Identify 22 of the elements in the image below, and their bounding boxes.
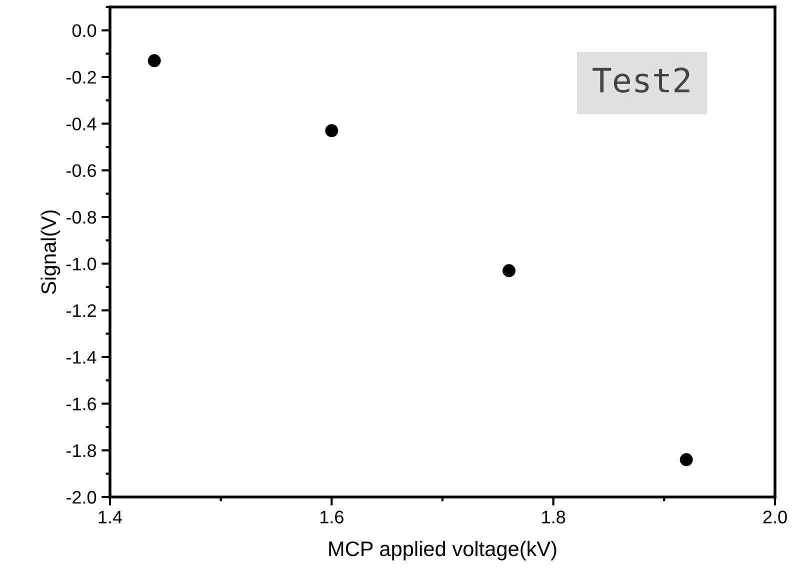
y-tick-label: -1.0 [66,258,96,270]
y-tick-label: -0.4 [66,118,96,130]
x-axis-title: MCP applied voltage(kV) [329,540,556,560]
point [325,124,338,138]
annotation: Test2 [592,67,690,93]
x-tick-label: 1.8 [542,510,566,524]
y-tick-label: -0.8 [66,210,96,224]
y-tick-label: -1.4 [66,351,96,364]
point [680,453,693,466]
y-tick-label: -2.0 [66,490,96,504]
y-tick-label: -1.2 [66,304,96,317]
point [148,54,161,68]
y-tick-label: -1.8 [66,444,96,458]
x-tick-label: 2.0 [763,510,787,524]
point [502,264,516,278]
y-tick-label: -1.6 [66,398,96,410]
y-tick-label: -0.6 [66,164,96,178]
y-tick-label: -0.2 [66,70,96,84]
x-tick-label: 1.4 [98,510,122,524]
y-axis-title: Signal(V) [40,210,60,294]
y-tick-label: 0.0 [72,24,96,38]
x-tick-label: 1.6 [320,510,344,524]
